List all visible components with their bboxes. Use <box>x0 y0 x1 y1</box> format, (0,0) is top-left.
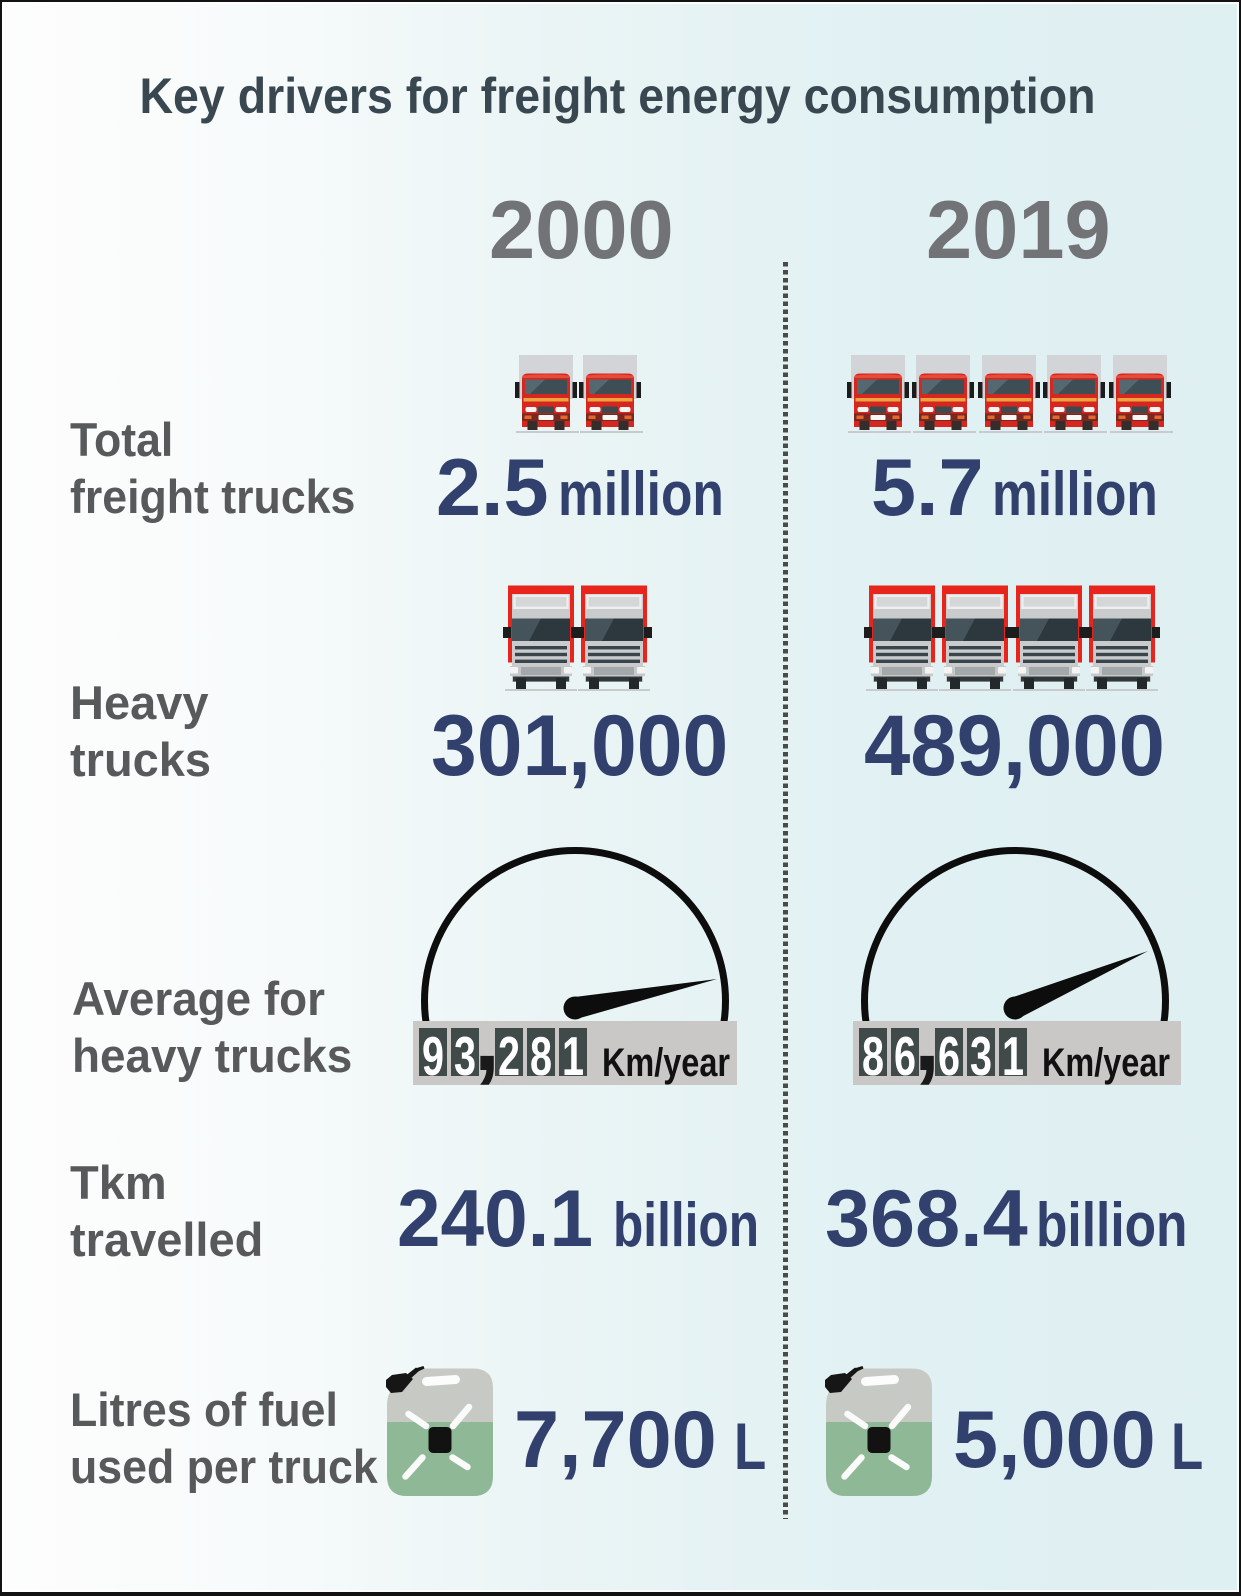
svg-text:8: 8 <box>862 1025 884 1085</box>
svg-text:2: 2 <box>498 1025 520 1085</box>
svg-text:1: 1 <box>562 1025 584 1085</box>
svg-text:1: 1 <box>1002 1025 1024 1085</box>
svg-text:8: 8 <box>530 1025 552 1085</box>
svg-text:,: , <box>914 985 940 1085</box>
svg-text:Km/year: Km/year <box>602 1041 730 1085</box>
svg-text:3: 3 <box>454 1025 476 1085</box>
svg-text:6: 6 <box>938 1025 960 1085</box>
svg-text:Km/year: Km/year <box>1042 1041 1170 1085</box>
svg-text:6: 6 <box>894 1025 916 1085</box>
svg-text:3: 3 <box>970 1025 992 1085</box>
svg-text:9: 9 <box>422 1025 444 1085</box>
svg-text:,: , <box>474 985 500 1085</box>
